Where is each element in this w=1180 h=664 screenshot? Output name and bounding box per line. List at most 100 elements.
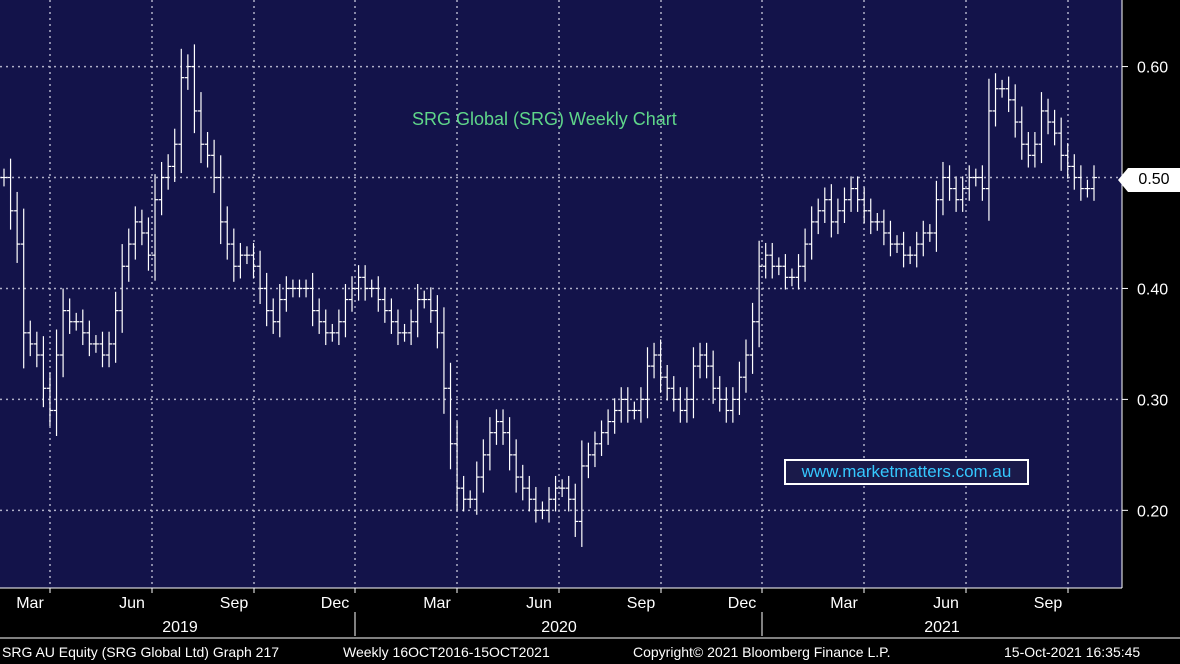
ohlc-bar [598, 420, 605, 456]
ohlc-bar [664, 365, 671, 401]
ohlc-bar [841, 187, 848, 223]
ohlc-bar [953, 176, 960, 212]
ohlc-bar [14, 191, 21, 263]
ohlc-bar [644, 347, 651, 419]
ohlc-bar [513, 439, 520, 493]
ohlc-bar [985, 78, 992, 221]
ohlc-bar [749, 302, 756, 374]
ohlc-bar [992, 73, 999, 127]
ohlc-bar [349, 276, 356, 312]
ohlc-bar [7, 158, 14, 230]
ohlc-bar [92, 335, 99, 353]
y-tick-label: 0.60 [1137, 60, 1168, 77]
ohlc-bar [815, 198, 822, 235]
ohlc-bar [703, 342, 710, 379]
ohlc-bar [572, 483, 579, 537]
ohlc-bar [834, 198, 841, 235]
year-label: 2021 [924, 619, 960, 636]
ohlc-bar [230, 228, 237, 282]
ohlc-bar [1058, 117, 1065, 171]
footer-copyright: Copyright© 2021 Bloomberg Finance L.P. [633, 644, 891, 660]
footer-period: Weekly 16OCT2016-15OCT2021 [343, 644, 550, 660]
plot-area [0, 0, 1122, 588]
ohlc-bar [742, 339, 749, 393]
ohlc-bar [808, 206, 815, 260]
ohlc-bar [434, 295, 441, 349]
ohlc-bar [887, 220, 894, 257]
ohlc-bar [854, 176, 861, 212]
ohlc-bar [657, 339, 664, 393]
ohlc-bar [775, 257, 782, 276]
ohlc-bar [309, 272, 316, 327]
ohlc-bar [979, 165, 986, 201]
ohlc-bar [20, 208, 27, 369]
ohlc-bar [651, 342, 658, 379]
ohlc-bar [756, 240, 763, 348]
ohlc-bar [401, 323, 408, 342]
ohlc-bar [900, 231, 907, 268]
ohlc-bar [414, 284, 421, 338]
ohlc-bar [211, 139, 218, 194]
ohlc-bar [322, 309, 329, 346]
ohlc-bar [677, 387, 684, 423]
ohlc-bar [257, 250, 264, 304]
x-tick-label: Sep [627, 595, 656, 612]
ohlc-bar [1018, 106, 1025, 160]
last-price-tag: 0.50 [1118, 168, 1180, 192]
grid [0, 0, 1122, 588]
ohlc-bar [624, 387, 631, 423]
ohlc-bar [618, 387, 625, 423]
ohlc-bar [1031, 132, 1038, 168]
x-tick-label: Sep [220, 595, 249, 612]
x-tick-label: Dec [321, 595, 349, 612]
ohlc-bar [165, 154, 172, 190]
ohlc-bar [46, 372, 53, 427]
ohlc-bar [1012, 84, 1019, 138]
ohlc-bar [388, 298, 395, 334]
price-bars [1, 44, 1097, 547]
ohlc-bar [486, 417, 493, 471]
ohlc-bar [999, 79, 1006, 98]
ohlc-bar [283, 276, 290, 312]
ohlc-bar [152, 174, 159, 281]
watermark-link[interactable]: www.marketmatters.com.au [784, 459, 1029, 485]
ohlc-bar [795, 254, 802, 290]
ohlc-bar [145, 217, 152, 271]
ohlc-bar [539, 501, 546, 520]
ohlc-bar [1025, 132, 1032, 168]
ohlc-bar [303, 279, 310, 298]
x-tick-label: Sep [1034, 595, 1063, 612]
ohlc-bar [1038, 92, 1045, 164]
ohlc-bar [342, 284, 349, 338]
ohlc-bar [171, 128, 178, 182]
ohlc-bar [86, 320, 93, 357]
ohlc-bar [1, 168, 7, 187]
x-tick-label: Mar [423, 595, 451, 612]
ohlc-bar [591, 431, 598, 468]
ohlc-bar [394, 309, 401, 346]
ohlc-bar [966, 165, 973, 201]
ohlc-bar [828, 184, 835, 238]
ohlc-bar [197, 92, 204, 164]
ohlc-bar [690, 347, 697, 419]
ohlc-bar [637, 387, 644, 423]
ohlc-bar [66, 298, 73, 334]
ohlc-bar [933, 180, 940, 252]
ohlc-bar [565, 475, 572, 512]
ohlc-bar [920, 220, 927, 257]
ohlc-bar [867, 198, 874, 235]
ohlc-bar [421, 290, 428, 309]
ohlc-bar [454, 421, 461, 511]
ohlc-bar [493, 409, 500, 445]
ohlc-bar [132, 206, 139, 260]
ohlc-bar [33, 331, 40, 368]
ohlc-bar [848, 176, 855, 212]
ohlc-bar [217, 155, 224, 245]
ohlc-bar [329, 323, 336, 342]
y-tick-label: 0.30 [1137, 392, 1168, 409]
ohlc-bar [375, 276, 382, 312]
ohlc-bar [184, 54, 191, 90]
ohlc-bar [1084, 179, 1091, 198]
